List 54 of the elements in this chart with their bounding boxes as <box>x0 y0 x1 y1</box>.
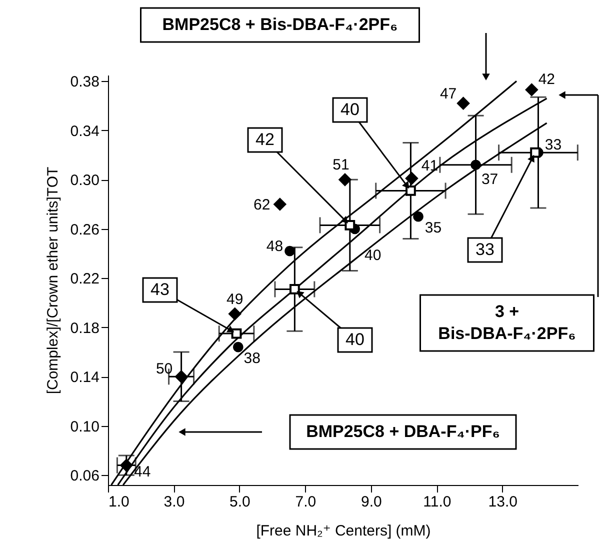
annotation: 33 <box>476 240 494 259</box>
y-tick-label: 0.34 <box>70 122 100 140</box>
x-tick-label: 5.0 <box>230 494 250 510</box>
y-tick-label: 0.18 <box>70 320 100 337</box>
y-tick-label: 0.30 <box>70 172 100 190</box>
y-tick-label: 0.26 <box>70 221 100 238</box>
point <box>274 198 286 211</box>
point <box>232 342 244 352</box>
x-tick-label: 1.0 <box>108 494 130 510</box>
annotation: 48 <box>266 238 284 256</box>
point <box>530 147 540 158</box>
point <box>175 370 188 383</box>
text: BMP25C8 + Bis-DBA-F₄·2PF₆ <box>162 15 398 34</box>
point <box>457 97 470 110</box>
annotation: 41 <box>421 157 438 174</box>
annotation: 43 <box>150 280 170 299</box>
annotation: 51 <box>332 156 350 174</box>
annotation: BMP25C8 + DBA-F₄·PF₆ <box>306 422 500 441</box>
annotation: 42 <box>538 70 555 88</box>
annotation: 40 <box>364 246 382 264</box>
annotation: 50 <box>156 360 173 378</box>
annotation: 49 <box>226 290 244 308</box>
annotation: 35 <box>424 220 442 237</box>
x-tick-label: 11.0 <box>423 494 452 510</box>
annotation: 33 <box>544 136 562 154</box>
x-tick-label: 13.0 <box>488 494 518 510</box>
x-tick-label: 3.0 <box>164 494 185 510</box>
y-tick-label: 0.22 <box>70 270 100 288</box>
annotation: 42 <box>256 130 274 149</box>
annotation: 62 <box>254 196 270 214</box>
y-tick-label: 0.06 <box>70 468 100 485</box>
y-tick-label: 0.14 <box>70 369 100 386</box>
y-tick-label: 0.10 <box>70 418 100 436</box>
point <box>231 328 242 339</box>
point <box>290 284 300 294</box>
y-axis-title: [Complex]/[Crown ether units]TOT <box>44 166 62 394</box>
point <box>413 211 424 222</box>
annotation: 3 + Bis-DBA-F₄·2PF₆ <box>438 302 576 343</box>
annotation: 40 <box>346 330 364 349</box>
y-tick-label: 0.38 <box>70 74 100 91</box>
x-axis-title: [Free NH₂⁺ Centers] (mM) <box>256 522 431 540</box>
point <box>344 220 356 230</box>
point <box>525 84 538 96</box>
x-tick-label: 7.0 <box>295 494 316 510</box>
annotation: 44 <box>134 463 151 480</box>
point <box>228 308 242 320</box>
annotation: 40 <box>340 100 360 119</box>
point <box>470 160 481 170</box>
point <box>120 459 133 472</box>
annotation: 37 <box>481 170 498 188</box>
annotation: 47 <box>440 85 457 102</box>
point <box>406 186 416 196</box>
annotation: 38 <box>244 350 260 368</box>
x-tick-label: 9.0 <box>361 494 382 510</box>
